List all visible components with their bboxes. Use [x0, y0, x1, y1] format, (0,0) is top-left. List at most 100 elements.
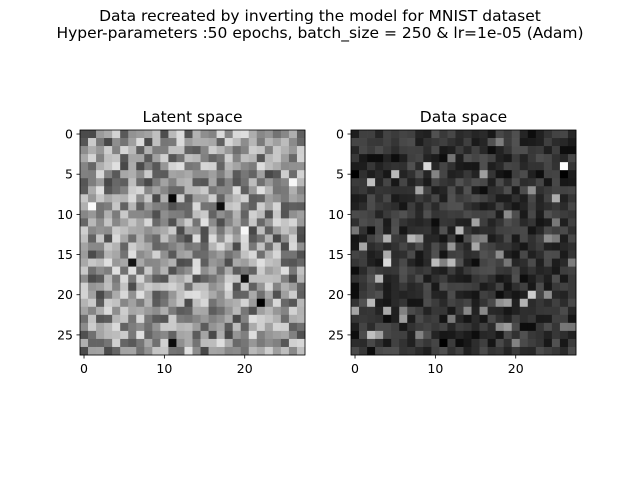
data-heatmap-cell — [359, 290, 368, 300]
latent-heatmap-cell — [152, 170, 161, 179]
data-heatmap-cell — [407, 202, 416, 211]
latent-heatmap-cell — [240, 178, 250, 187]
latent-heatmap-cell — [152, 306, 161, 316]
data-heatmap-cell — [471, 266, 480, 275]
data-heatmap-cell — [559, 138, 569, 147]
latent-heatmap-cell — [288, 346, 298, 356]
latent-heatmap-cell — [280, 194, 290, 203]
data-heatmap-cell — [559, 130, 569, 139]
data-heatmap-cell — [391, 194, 400, 203]
latent-heatmap-cell — [256, 210, 266, 219]
latent-heatmap-cell — [96, 274, 105, 284]
data-heatmap-cell — [463, 250, 472, 259]
latent-heatmap-cell — [296, 178, 306, 187]
data-heatmap-cell — [527, 154, 537, 163]
data-heatmap-cell — [527, 170, 537, 179]
latent-heatmap-cell — [80, 242, 89, 251]
latent-heatmap-cell — [120, 290, 129, 300]
latent-heatmap-cell — [208, 202, 217, 211]
latent-heatmap-cell — [104, 314, 113, 324]
data-heatmap-cell — [383, 290, 392, 300]
data-heatmap-cell — [367, 170, 376, 179]
data-heatmap-cell — [487, 170, 496, 179]
data-heatmap-cell — [503, 178, 513, 187]
latent-heatmap-cell — [96, 346, 105, 356]
data-heatmap-cell — [519, 322, 529, 332]
data-heatmap-cell — [455, 314, 464, 324]
data-heatmap-cell — [391, 226, 400, 235]
latent-heatmap-cell — [264, 170, 274, 179]
latent-heatmap-cell — [296, 170, 306, 179]
latent-heatmap-cell — [248, 338, 258, 348]
latent-heatmap-cell — [256, 234, 266, 243]
latent-heatmap-cell — [264, 202, 274, 211]
data-heatmap-cell — [511, 194, 521, 203]
data-heatmap-cell — [551, 154, 561, 163]
data-heatmap-cell — [415, 202, 424, 211]
data-heatmap-cell — [519, 194, 529, 203]
data-heatmap-cell — [511, 330, 521, 340]
latent-heatmap-cell — [128, 226, 137, 235]
latent-heatmap-cell — [264, 290, 274, 300]
latent-heatmap-cell — [200, 314, 209, 324]
latent-heatmap-cell — [280, 178, 290, 187]
data-heatmap-cell — [551, 290, 561, 300]
data-heatmap-cell — [375, 234, 384, 243]
data-heatmap-cell — [471, 186, 480, 195]
latent-heatmap-cell — [232, 242, 242, 251]
latent-heatmap-cell — [288, 242, 298, 251]
data-heatmap-cell — [375, 298, 384, 308]
latent-heatmap-cell — [168, 338, 177, 348]
latent-heatmap-cell — [232, 306, 242, 316]
data-heatmap-cell — [359, 194, 368, 203]
data-heatmap-cell — [383, 274, 392, 284]
data-heatmap-cell — [503, 162, 513, 171]
latent-heatmap-cell — [160, 266, 169, 275]
latent-heatmap-cell — [224, 210, 234, 219]
latent-heatmap-cell — [96, 338, 105, 348]
latent-heatmap-cell — [96, 162, 105, 171]
latent-heatmap-cell — [264, 274, 274, 284]
data-heatmap-cell — [567, 218, 577, 227]
latent-heatmap-cell — [184, 274, 193, 284]
latent-heatmap-cell — [272, 170, 282, 179]
data-heatmap-cell — [479, 226, 488, 235]
data-heatmap-cell — [391, 138, 400, 147]
latent-heatmap-cell — [128, 186, 137, 195]
latent-heatmap-cell — [88, 282, 97, 292]
latent-heatmap-cell — [160, 170, 169, 179]
latent-heatmap-cell — [184, 258, 193, 267]
latent-heatmap-cell — [152, 218, 161, 227]
data-heatmap-cell — [423, 242, 432, 251]
data-heatmap-cell — [399, 218, 408, 227]
data-heatmap-cell — [543, 138, 553, 147]
latent-heatmap-cell — [136, 282, 145, 292]
data-heatmap-cell — [463, 202, 472, 211]
latent-heatmap-cell — [128, 234, 137, 243]
data-heatmap-cell — [423, 130, 432, 139]
data-heatmap-cell — [399, 266, 408, 275]
latent-heatmap-cell — [120, 178, 129, 187]
data-heatmap-cell — [383, 266, 392, 275]
data-heatmap-cell — [551, 210, 561, 219]
data-heatmap-cell — [543, 242, 553, 251]
data-heatmap-cell — [543, 330, 553, 340]
data-heatmap-cell — [383, 346, 392, 356]
latent-heatmap-cell — [96, 266, 105, 275]
latent-heatmap-cell — [200, 242, 209, 251]
latent-heatmap-cell — [176, 274, 185, 284]
latent-heatmap-cell — [80, 258, 89, 267]
latent-heatmap-cell — [128, 258, 137, 267]
latent-heatmap-cell — [144, 274, 153, 284]
data-heatmap-cell — [415, 258, 424, 267]
data-heatmap-cell — [391, 234, 400, 243]
data-heatmap-cell — [463, 338, 472, 348]
data-heatmap-cell — [487, 298, 496, 308]
data-heatmap-cell — [543, 298, 553, 308]
data-heatmap-cell — [567, 266, 577, 275]
data-heatmap-cell — [463, 322, 472, 332]
data-heatmap-cell — [479, 338, 488, 348]
latent-heatmap-cell — [80, 226, 89, 235]
latent-heatmap-cell — [208, 178, 217, 187]
data-heatmap-cell — [431, 226, 440, 235]
